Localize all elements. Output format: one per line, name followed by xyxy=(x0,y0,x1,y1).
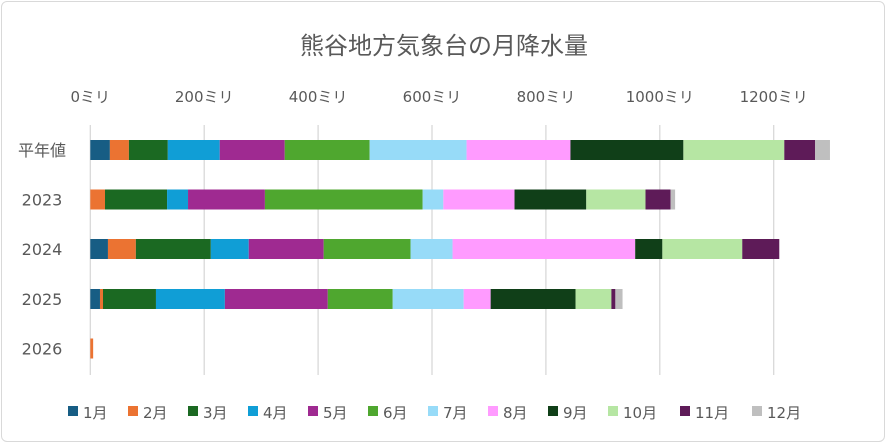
legend-swatch xyxy=(680,406,690,416)
bar-segment xyxy=(570,140,684,160)
bar-segment xyxy=(188,189,265,210)
bar-segment xyxy=(327,289,393,309)
legend-swatch xyxy=(128,406,138,416)
x-tick-label: 1200ミリ xyxy=(740,88,808,106)
legend-label: 2月 xyxy=(143,404,168,422)
bar-segment xyxy=(323,239,411,259)
legend-label: 8月 xyxy=(503,404,528,422)
bar-segment xyxy=(422,189,444,210)
bar-segment xyxy=(167,140,220,160)
x-axis-ticks: 0ミリ 200ミリ 400ミリ 600ミリ 800ミリ 1000ミリ 1200ミリ xyxy=(71,88,808,106)
legend-swatch xyxy=(548,406,558,416)
bar-segment xyxy=(284,140,370,160)
x-tick-label: 200ミリ xyxy=(175,88,234,106)
bar-segment xyxy=(575,289,612,309)
bar-segment xyxy=(645,189,671,210)
legend-label: 10月 xyxy=(623,404,657,422)
bar-segment xyxy=(224,289,328,309)
bar-segment xyxy=(90,289,100,309)
bar-segment xyxy=(742,239,780,259)
legend-swatch xyxy=(68,406,78,416)
legend-label: 3月 xyxy=(203,404,228,422)
bar-segment xyxy=(99,289,103,309)
legend-label: 6月 xyxy=(383,404,408,422)
bar-segment xyxy=(155,289,225,309)
legend-swatch xyxy=(752,406,762,416)
category-label: 平年値 xyxy=(18,141,66,160)
bar-segment xyxy=(104,189,168,210)
bar-segment xyxy=(90,140,110,160)
legend-swatch xyxy=(368,406,378,416)
bar-segment xyxy=(102,289,156,309)
bar-segment xyxy=(90,239,108,259)
legend-label: 11月 xyxy=(695,404,729,422)
bar-segment xyxy=(90,189,105,210)
gridlines xyxy=(89,125,775,375)
bar-segment xyxy=(611,289,616,309)
bar-segment xyxy=(586,189,646,210)
legend: 1月 2月 3月 4月 5月 6月 7月 8月 9月 10月 11月 12月 xyxy=(68,404,801,422)
chart-title: 熊谷地方気象台の月降水量 xyxy=(300,32,588,60)
category-labels: 平年値 2023 2024 2025 2026 xyxy=(18,141,66,359)
category-label: 2023 xyxy=(22,191,63,210)
bar-segment xyxy=(109,140,129,160)
bar-segment xyxy=(167,189,189,210)
bars xyxy=(90,140,830,359)
legend-swatch xyxy=(308,406,318,416)
legend-swatch xyxy=(608,406,618,416)
category-label: 2025 xyxy=(22,290,63,309)
bar-segment xyxy=(670,189,676,210)
legend-label: 12月 xyxy=(767,404,801,422)
bar-segment xyxy=(107,239,136,259)
bar-segment xyxy=(662,239,743,259)
bar-segment xyxy=(635,239,663,259)
bar-segment xyxy=(463,289,491,309)
bar-segment xyxy=(784,140,816,160)
x-tick-label: 1000ミリ xyxy=(626,88,694,106)
legend-label: 9月 xyxy=(563,404,588,422)
bar-segment xyxy=(219,140,285,160)
legend-swatch xyxy=(188,406,198,416)
bar-segment xyxy=(369,140,467,160)
x-tick-label: 0ミリ xyxy=(71,88,111,106)
x-tick-label: 400ミリ xyxy=(289,88,348,106)
bar-segment xyxy=(128,140,168,160)
bar-segment xyxy=(815,140,830,160)
bar-segment xyxy=(466,140,571,160)
legend-swatch xyxy=(488,406,498,416)
bar-segment xyxy=(443,189,515,210)
legend-label: 1月 xyxy=(83,404,108,422)
bar-segment xyxy=(210,239,249,259)
bar-segment xyxy=(90,338,94,359)
bar-segment xyxy=(514,189,587,210)
bar-segment xyxy=(264,189,423,210)
legend-label: 5月 xyxy=(323,404,348,422)
legend-swatch xyxy=(428,406,438,416)
category-label: 2024 xyxy=(22,240,63,259)
category-label: 2026 xyxy=(22,340,63,359)
legend-swatch xyxy=(248,406,258,416)
bar-segment xyxy=(490,289,576,309)
x-tick-label: 600ミリ xyxy=(403,88,462,106)
bar-segment xyxy=(615,289,623,309)
bar-segment xyxy=(410,239,453,259)
bar-segment xyxy=(135,239,211,259)
x-tick-label: 800ミリ xyxy=(517,88,576,106)
bar-segment xyxy=(683,140,785,160)
legend-label: 7月 xyxy=(443,404,468,422)
bar-segment xyxy=(392,289,464,309)
bar-segment xyxy=(248,239,324,259)
legend-label: 4月 xyxy=(263,404,288,422)
bar-segment xyxy=(452,239,636,259)
